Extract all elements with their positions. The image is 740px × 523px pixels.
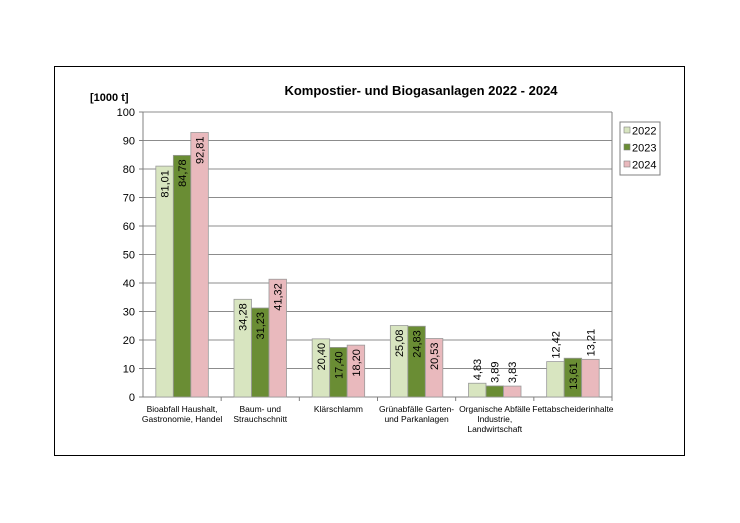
x-tick-label-line: und Parkanlagen <box>384 414 449 424</box>
x-tick-label: Klärschlamm <box>314 404 363 414</box>
data-label: 20,40 <box>316 343 328 371</box>
data-label: 13,61 <box>568 362 580 390</box>
x-tick-label-line: Baum- und <box>239 404 281 414</box>
x-tick-label-line: Strauchschnitt <box>233 414 287 424</box>
data-label: 34,28 <box>238 303 250 331</box>
bar-2023 <box>485 385 504 398</box>
data-label: 20,53 <box>429 342 441 370</box>
bar-2024 <box>581 358 600 398</box>
bar-2022 <box>546 361 565 398</box>
bar-2022 <box>155 165 174 398</box>
y-axis-label: [1000 t] <box>90 92 129 104</box>
chart-frame <box>54 66 685 456</box>
x-tick-label: Baum- und Strauchschnitt <box>233 404 287 424</box>
legend-swatch-2023 <box>623 143 631 151</box>
data-label: 3,89 <box>490 361 502 382</box>
x-tick-label-line: Grünabfälle Garten- <box>379 404 454 414</box>
data-label: 24,83 <box>412 330 424 358</box>
x-tick-label: Grünabfälle Garten-und Parkanlagen <box>379 404 454 424</box>
bar-2024 <box>503 385 522 398</box>
data-label: 25,08 <box>394 330 406 358</box>
y-tick-label: 100 <box>117 107 135 119</box>
bar-2024 <box>424 338 444 398</box>
legend-label: 2024 <box>632 160 656 172</box>
y-tick-label: 20 <box>123 335 135 347</box>
bar-2022 <box>468 382 487 398</box>
data-label: 3,83 <box>507 362 519 383</box>
x-tick-label-line: Landwirtschaft <box>467 424 522 434</box>
x-tick-label-line: Organische Abfälle <box>459 404 531 414</box>
y-tick-label: 80 <box>123 164 135 176</box>
x-tick-label: Fettabscheiderinhalte <box>532 404 614 414</box>
y-tick-label: 90 <box>123 136 135 148</box>
y-tick-label: 40 <box>123 278 135 290</box>
data-label: 92,81 <box>195 136 207 164</box>
legend-swatch-2022 <box>623 126 631 134</box>
x-tick-label-line: Klärschlamm <box>314 404 363 414</box>
legend-label: 2023 <box>632 143 656 155</box>
y-tick-label: 50 <box>123 250 135 262</box>
y-tick-label: 30 <box>123 307 135 319</box>
legend-swatch-2024 <box>623 160 631 168</box>
y-tick-label: 10 <box>123 364 135 376</box>
data-label: 12,42 <box>550 331 562 359</box>
x-tick-label: Bioabfall Haushalt, Gastronomie, Handel <box>142 404 222 424</box>
data-label: 4,83 <box>472 359 484 380</box>
bar-2024 <box>346 344 366 398</box>
data-label: 17,40 <box>333 351 345 379</box>
data-label: 81,01 <box>160 170 172 198</box>
data-label: 31,23 <box>255 312 267 340</box>
x-tick-label-line: Fettabscheiderinhalte <box>532 404 614 414</box>
data-label: 84,78 <box>177 159 189 187</box>
data-label: 41,32 <box>273 283 285 311</box>
x-tick-label: Organische Abfälle Industrie, Landwirtscha… <box>459 404 531 434</box>
legend-label: 2022 <box>632 126 656 138</box>
chart-title: Kompostier- und Biogasanlagen 2022 - 202… <box>284 83 558 98</box>
data-label: 13,21 <box>585 329 597 357</box>
x-tick-label-line: Industrie, <box>477 414 512 424</box>
bar-2024 <box>268 278 287 398</box>
data-label: 18,20 <box>351 349 363 377</box>
y-tick-label: 70 <box>123 193 135 205</box>
x-tick-label-line: Gastronomie, Handel <box>142 414 222 424</box>
bar-2024 <box>190 132 209 398</box>
x-tick-label-line: Bioabfall Haushalt, <box>147 404 218 414</box>
y-tick-label: 0 <box>129 392 135 404</box>
bar-2023 <box>172 154 192 398</box>
y-tick-label: 60 <box>123 221 135 233</box>
